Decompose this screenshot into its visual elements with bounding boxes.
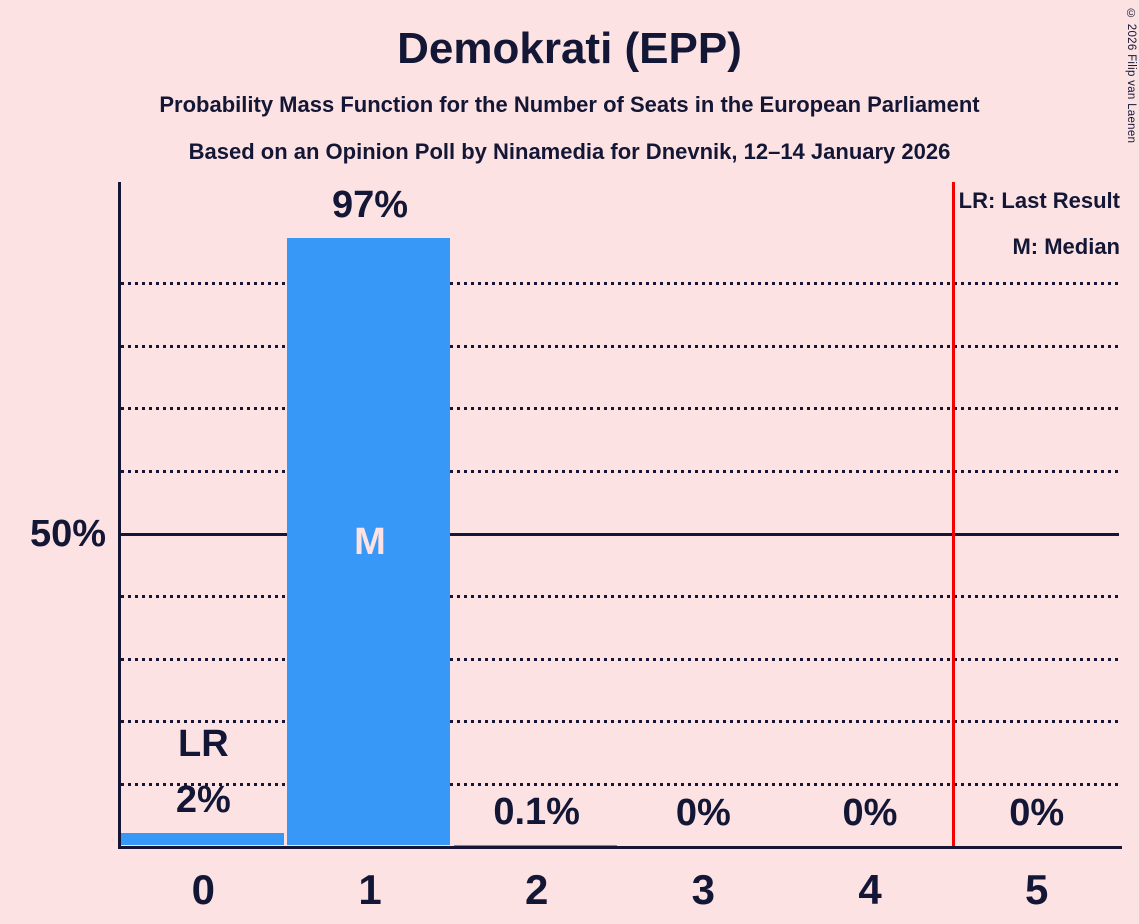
x-axis-tick-4: 4: [858, 866, 882, 913]
copyright-notice: © 2026 Filip van Laenen: [1125, 8, 1137, 144]
gridline-60pct-dotted: [121, 469, 1119, 473]
gridline-40pct-dotted: [121, 595, 1119, 599]
bar-seat-1: [287, 238, 451, 846]
x-axis-tick-2: 2: [524, 866, 549, 913]
bar-seat-0: [120, 832, 284, 846]
y-axis-tick-50pct: 50%: [29, 513, 106, 555]
gridline-10pct-dotted: [121, 782, 1119, 786]
legend-last-result: LR: Last Result: [958, 188, 1120, 213]
x-axis-tick-5: 5: [1024, 866, 1049, 913]
bar-value-label-seat-4: 0%: [842, 791, 898, 834]
chart-subtitle-pmf: Probability Mass Function for the Number…: [159, 92, 980, 117]
bar-value-label-seat-5: 0%: [1009, 791, 1065, 834]
chart-title: Demokrati (EPP): [397, 24, 742, 73]
legend-median: M: Median: [1012, 234, 1120, 259]
gridline-30pct-dotted: [121, 657, 1119, 661]
chart-subtitle-poll: Based on an Opinion Poll by Ninamedia fo…: [188, 139, 951, 164]
median-marker: M: [354, 520, 386, 563]
last-result-marker: LR: [178, 722, 229, 765]
gridline-90pct-dotted: [121, 282, 1119, 286]
x-axis-tick-1: 1: [358, 866, 382, 913]
bar-value-label-seat-0: 2%: [175, 778, 231, 821]
x-axis-line: [118, 845, 1122, 849]
gridline-50pct-solid: [121, 532, 1119, 536]
y-axis-line: [118, 182, 121, 849]
bar-value-label-seat-1: 97%: [331, 184, 409, 227]
red-marker-line: [951, 182, 955, 846]
x-axis-tick-3: 3: [691, 866, 715, 913]
bar-seat-2: [453, 844, 617, 846]
bar-value-label-seat-3: 0%: [675, 791, 731, 834]
gridline-20pct-dotted: [121, 720, 1119, 724]
gridline-80pct-dotted: [121, 344, 1119, 348]
gridline-70pct-dotted: [121, 407, 1119, 411]
bar-value-label-seat-2: 0.1%: [493, 790, 580, 833]
x-axis-tick-0: 0: [191, 866, 215, 913]
